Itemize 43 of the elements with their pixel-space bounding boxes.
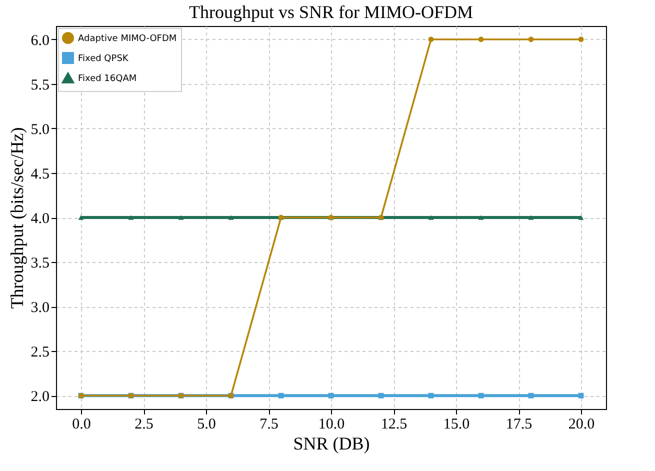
y-tick-label: 3.0: [30, 300, 50, 316]
y-axis-title: Throughput (bits/sec/Hz): [6, 127, 27, 309]
point: [528, 392, 534, 398]
point: [228, 215, 234, 220]
point: [578, 392, 584, 398]
point: [578, 215, 584, 220]
x-tick-label: 0.0: [72, 416, 91, 432]
point: [478, 392, 484, 398]
chart-title: Throughput vs SNR for MIMO-OFDM: [188, 2, 474, 22]
x-tick-label: 2.5: [134, 416, 154, 432]
y-tick-label: 4.5: [30, 166, 50, 182]
point: [478, 215, 484, 220]
point: [478, 36, 484, 42]
y-tick-label: 5.0: [30, 122, 50, 138]
point: [78, 215, 84, 220]
point: [428, 392, 434, 398]
point: [128, 215, 134, 220]
point: [428, 215, 434, 220]
x-tick-label: 17.5: [506, 416, 532, 432]
x-tick-label: 5.0: [197, 416, 216, 432]
x-tick-label: 12.5: [380, 416, 408, 432]
point: [528, 215, 534, 220]
x-tick-label: 15.0: [443, 416, 470, 432]
x-tick-label: 10.0: [318, 416, 345, 432]
legend-label: Fixed 16QAM: [78, 74, 137, 84]
point: [528, 36, 534, 42]
point: [428, 36, 434, 42]
point: [578, 36, 584, 42]
x-tick-label: 20.0: [568, 416, 595, 432]
y-tick-label: 4.0: [30, 211, 50, 227]
point: [378, 392, 384, 398]
point: [178, 215, 184, 220]
y-tick-label: 2.0: [30, 389, 50, 406]
y-tick-label: 5.5: [30, 77, 50, 94]
point: [278, 392, 284, 398]
point: [328, 392, 334, 398]
x-axis-title: SNR (DB): [293, 434, 370, 454]
y-tick-label: 3.5: [30, 256, 50, 272]
legend-label: Adaptive MIMO-OFDM: [78, 34, 177, 44]
y-tick-label: 2.5: [30, 344, 50, 361]
y-tick-label: 6.0: [30, 32, 50, 49]
legend-label: Fixed QPSK: [78, 54, 130, 64]
x-tick-label: 7.5: [260, 416, 278, 432]
